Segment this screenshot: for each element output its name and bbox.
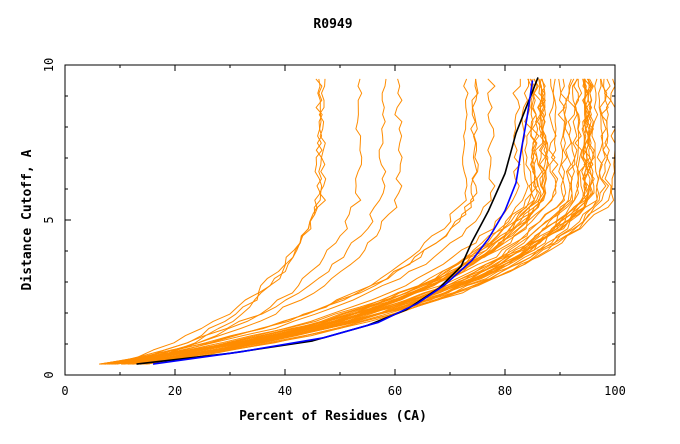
background-model-line — [124, 78, 595, 365]
background-model-line — [107, 78, 592, 365]
background-model-line — [114, 78, 469, 365]
x-tick-label: 0 — [61, 384, 68, 398]
black-model-line — [136, 77, 539, 365]
background-model-line — [112, 78, 323, 365]
background-model-line — [116, 78, 538, 365]
y-tick-label: 5 — [42, 216, 56, 223]
background-model-line — [121, 78, 546, 365]
background-model-line — [113, 78, 521, 365]
background-model-line — [99, 78, 590, 365]
background-model-line — [131, 78, 604, 365]
y-tick-label: 10 — [42, 58, 56, 72]
background-model-line — [122, 78, 403, 365]
axis-ticks — [64, 64, 616, 376]
x-tick-label: 60 — [388, 384, 402, 398]
y-axis-label: Distance Cutoff, A — [20, 149, 35, 290]
background-model-line — [107, 78, 387, 365]
x-tick-label: 40 — [278, 384, 292, 398]
background-model-line — [131, 78, 327, 365]
x-tick-label: 100 — [604, 384, 626, 398]
plot-lines — [99, 77, 616, 365]
x-tick-label: 80 — [498, 384, 512, 398]
background-model-line — [132, 78, 612, 365]
chart-title: R0949 — [313, 17, 352, 32]
blue-model-line — [152, 80, 534, 365]
background-model-line — [141, 78, 363, 365]
background-model-line — [110, 78, 496, 365]
background-model-line — [148, 78, 322, 365]
background-model-line — [139, 78, 567, 365]
x-tick-labels: 0 20 40 60 80 100 — [61, 384, 625, 398]
x-tick-label: 20 — [168, 384, 182, 398]
y-tick-labels: 0 5 10 — [42, 58, 56, 379]
y-tick-label: 0 — [42, 371, 56, 378]
background-model-line — [104, 78, 581, 365]
x-axis-label: Percent of Residues (CA) — [239, 409, 427, 424]
